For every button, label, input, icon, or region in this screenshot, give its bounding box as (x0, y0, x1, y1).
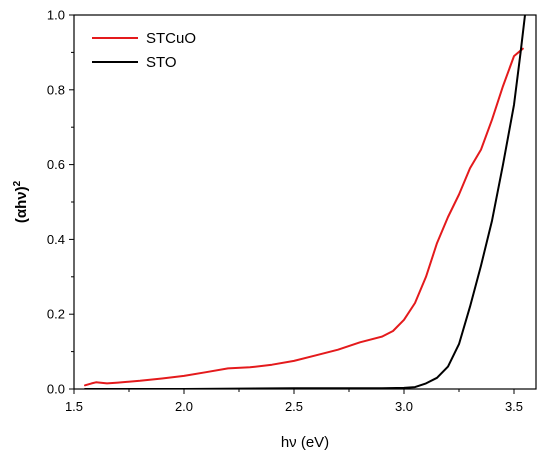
y-axis-title-exponent: 2 (12, 180, 23, 186)
x-tick-label: 3.5 (505, 399, 523, 414)
y-tick-label: 0.8 (47, 82, 65, 97)
x-tick-label: 1.5 (65, 399, 83, 414)
plot-frame (73, 14, 537, 390)
plot-area (84, 15, 526, 389)
series-line-sto (84, 15, 526, 389)
x-tick-label: 2.5 (285, 399, 303, 414)
x-axis-title: hν (eV) (281, 434, 329, 451)
y-tick-label: 0.0 (47, 382, 65, 397)
y-tick-label: 0.2 (47, 307, 65, 322)
axes: 1.5 2.0 2.5 3.0 3.5 0.0 0.2 0.4 0.6 0.8 1.0 hν (eV)… (12, 8, 537, 451)
legend-label-sto: STO (146, 54, 177, 71)
legend: STCuO STO (92, 30, 196, 71)
y-tick-label: 1.0 (47, 8, 65, 23)
legend-label-stcuo: STCuO (146, 30, 196, 47)
y-tick-label: 0.6 (47, 157, 65, 172)
x-tick-label: 2.0 (175, 399, 193, 414)
x-tick-label: 3.0 (395, 399, 413, 414)
y-axis-title: (αhν)2 (12, 180, 30, 223)
y-tick-label: 0.4 (47, 232, 65, 247)
series-line-stcuo (84, 47, 524, 387)
y-axis-title-base: (αhν) (13, 186, 30, 223)
